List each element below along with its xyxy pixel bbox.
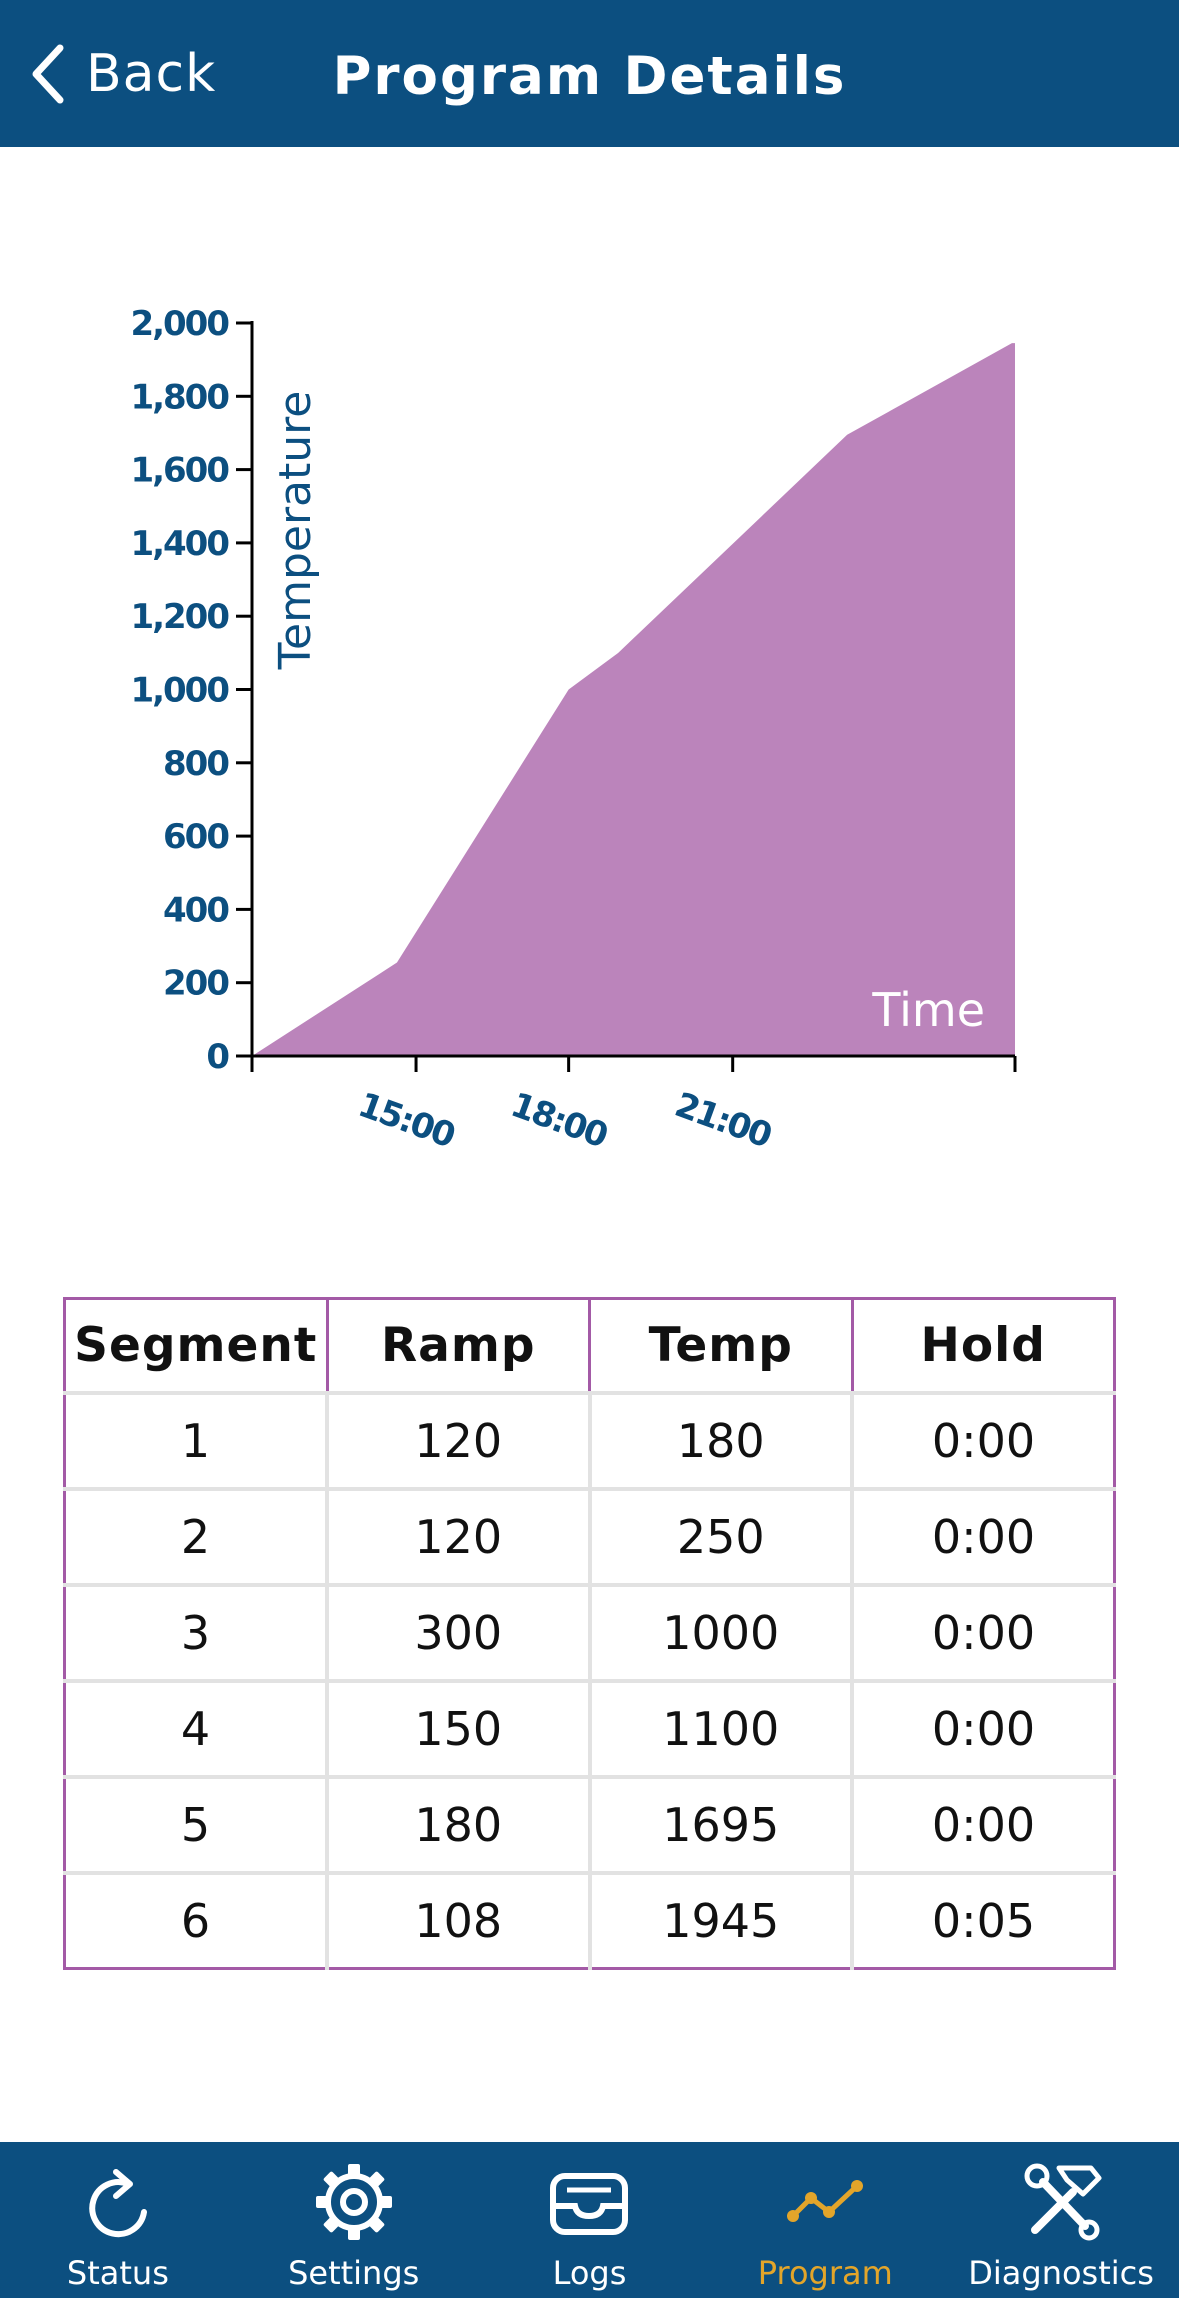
table-cell-hold: 0:00 [850,1775,1115,1873]
table-cell-hold: 0:00 [850,1679,1115,1777]
table-row: 5 180 1695 0:00 [64,1775,1115,1873]
tab-label: Logs [552,2254,627,2292]
table-cell-segment: 3 [64,1583,327,1681]
x-tick-label: 15:00 [353,1085,460,1157]
app-header: Back Program Details [0,0,1179,147]
tab-label: Status [66,2254,169,2292]
column-header-ramp: Ramp [325,1297,591,1395]
y-tick-label: 400 [163,890,229,930]
table-cell-segment: 4 [64,1679,327,1777]
table-cell-segment: 6 [64,1871,327,1969]
tools-icon [1024,2163,1102,2241]
table-cell-ramp: 108 [325,1871,590,1969]
temperature-chart: 0 200 400 600 800 1,000 1,200 1,400 1,600 1,800 2,… [130,304,1017,1157]
table-cell-segment: 1 [64,1391,327,1489]
y-tick-label: 600 [163,817,229,857]
table-cell-temp: 1945 [587,1871,852,1969]
table-cell-temp: 1000 [587,1583,852,1681]
program-table: Segment Ramp Temp Hold 1 120 180 0:00 2 120 250 0:… [63,1297,1116,1970]
y-tick-label: 0 [206,1037,229,1077]
column-header-segment: Segment [63,1297,329,1395]
tab-status[interactable]: Status [0,2142,236,2298]
tab-bar: Status Settings Logs Program Diagnostics [0,2142,1179,2298]
table-header-row: Segment Ramp Temp Hold [63,1297,1116,1395]
tab-label: Diagnostics [968,2254,1154,2292]
column-header-hold: Hold [850,1297,1116,1395]
x-axis-label: Time [871,983,985,1037]
table-cell-hold: 0:05 [850,1871,1115,1969]
y-tick-label: 1,600 [130,451,229,491]
table-row: 3 300 1000 0:00 [64,1583,1115,1681]
table-cell-hold: 0:00 [850,1583,1115,1681]
table-cell-temp: 180 [587,1391,852,1489]
table-cell-hold: 0:00 [850,1487,1115,1585]
table-row: 1 120 180 0:00 [64,1391,1115,1489]
gear-icon [315,2164,392,2240]
table-cell-temp: 1100 [587,1679,852,1777]
refresh-icon [89,2169,147,2238]
page-title: Program Details [332,46,847,107]
x-tick-label: 21:00 [670,1085,777,1157]
back-button[interactable]: Back [28,42,216,106]
tab-label: Program [757,2254,893,2292]
y-tick-label: 1,200 [130,597,229,637]
line-chart-icon [787,2180,864,2222]
tab-label: Settings [288,2254,420,2292]
table-cell-ramp: 120 [325,1391,590,1489]
y-tick-label: 1,000 [130,671,229,711]
tab-program[interactable]: Program [707,2142,943,2298]
tab-settings[interactable]: Settings [236,2142,472,2298]
table-cell-ramp: 120 [325,1487,590,1585]
chevron-left-icon [32,44,64,104]
column-header-temp: Temp [588,1297,854,1395]
table-row: 2 120 250 0:00 [64,1487,1115,1585]
table-cell-temp: 1695 [587,1775,852,1873]
y-axis-label: Temperature [270,391,321,671]
table-cell-segment: 2 [64,1487,327,1585]
table-cell-segment: 5 [64,1775,327,1873]
inbox-icon [550,2173,629,2235]
y-tick-label: 1,400 [130,524,229,564]
table-row: 6 108 1945 0:05 [64,1871,1115,1969]
x-tick-label: 18:00 [506,1085,613,1157]
y-tick-label: 200 [163,964,229,1004]
y-tick-label: 1,800 [130,377,229,417]
table-cell-ramp: 180 [325,1775,590,1873]
table-cell-temp: 250 [587,1487,852,1585]
table-cell-ramp: 300 [325,1583,590,1681]
table-cell-hold: 0:00 [850,1391,1115,1489]
y-tick-label: 2,000 [130,304,229,344]
tab-logs[interactable]: Logs [472,2142,708,2298]
tab-diagnostics[interactable]: Diagnostics [943,2142,1179,2298]
table-row: 4 150 1100 0:00 [64,1679,1115,1777]
back-label: Back [86,44,217,104]
y-tick-label: 800 [163,744,229,784]
temperature-area [252,343,1015,1057]
table-cell-ramp: 150 [325,1679,590,1777]
